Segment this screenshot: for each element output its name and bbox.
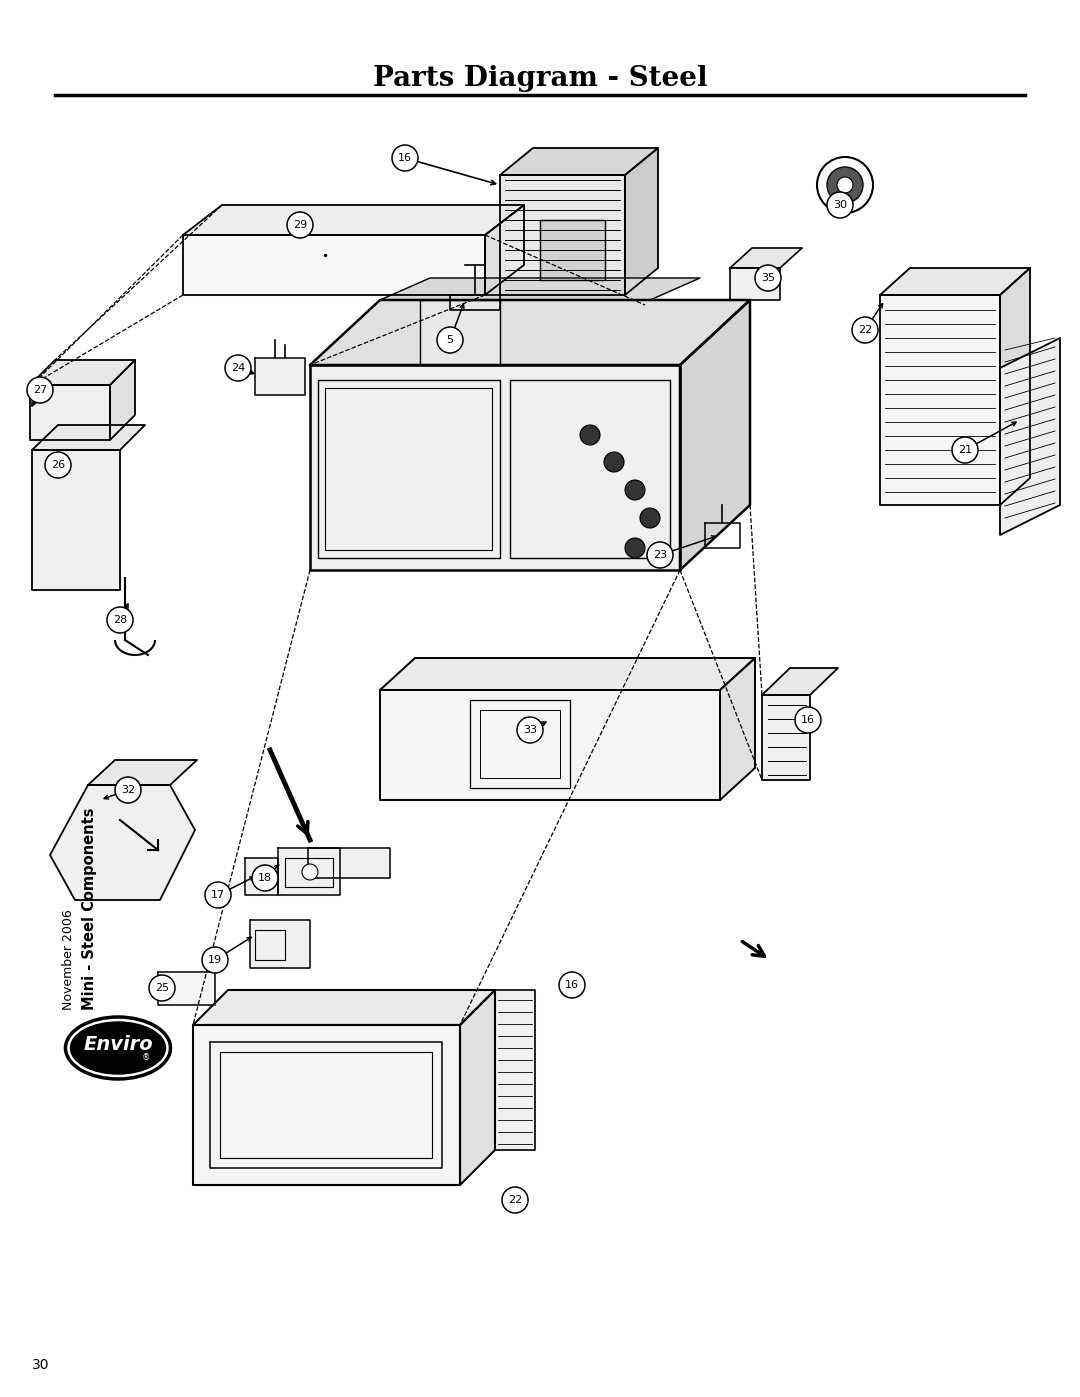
- Polygon shape: [30, 386, 110, 440]
- Polygon shape: [720, 658, 755, 800]
- Circle shape: [559, 972, 585, 997]
- Text: 16: 16: [801, 715, 815, 725]
- Text: 26: 26: [51, 460, 65, 469]
- Circle shape: [202, 947, 228, 972]
- Text: 23: 23: [653, 550, 667, 560]
- Text: 28: 28: [113, 615, 127, 624]
- Polygon shape: [308, 848, 390, 877]
- Text: 24: 24: [231, 363, 245, 373]
- Text: Enviro: Enviro: [83, 1035, 152, 1055]
- Text: 32: 32: [121, 785, 135, 795]
- Text: Mini - Steel Components: Mini - Steel Components: [82, 807, 97, 1010]
- Circle shape: [580, 425, 600, 446]
- Text: 16: 16: [399, 154, 411, 163]
- Circle shape: [816, 156, 873, 212]
- Polygon shape: [87, 760, 197, 785]
- Polygon shape: [880, 268, 1030, 295]
- Polygon shape: [183, 205, 524, 235]
- Polygon shape: [730, 249, 802, 268]
- Polygon shape: [380, 658, 755, 690]
- Ellipse shape: [66, 1017, 171, 1078]
- Circle shape: [837, 177, 853, 193]
- Text: 33: 33: [523, 725, 537, 735]
- Polygon shape: [730, 268, 780, 300]
- Polygon shape: [193, 1025, 460, 1185]
- Polygon shape: [310, 300, 750, 365]
- Polygon shape: [625, 148, 658, 295]
- Circle shape: [252, 865, 278, 891]
- Text: 17: 17: [211, 890, 225, 900]
- Polygon shape: [255, 358, 305, 395]
- Text: 16: 16: [565, 981, 579, 990]
- Circle shape: [287, 212, 313, 237]
- Circle shape: [625, 538, 645, 557]
- Circle shape: [302, 863, 318, 880]
- Text: 25: 25: [154, 983, 170, 993]
- Polygon shape: [245, 858, 278, 895]
- Text: 18: 18: [258, 873, 272, 883]
- Circle shape: [107, 608, 133, 633]
- Polygon shape: [30, 360, 135, 386]
- Polygon shape: [500, 175, 625, 295]
- Polygon shape: [380, 278, 700, 300]
- Circle shape: [604, 453, 624, 472]
- Text: 27: 27: [32, 386, 48, 395]
- Circle shape: [205, 882, 231, 908]
- Circle shape: [392, 145, 418, 170]
- Polygon shape: [278, 848, 340, 895]
- Text: ®: ®: [141, 1053, 150, 1063]
- Circle shape: [647, 542, 673, 569]
- Polygon shape: [420, 300, 500, 365]
- Text: 21: 21: [958, 446, 972, 455]
- Text: 22: 22: [858, 326, 873, 335]
- Polygon shape: [495, 990, 535, 1150]
- Text: Parts Diagram - Steel: Parts Diagram - Steel: [373, 64, 707, 91]
- Polygon shape: [540, 219, 605, 279]
- Polygon shape: [680, 300, 750, 570]
- Text: 19: 19: [208, 956, 222, 965]
- Polygon shape: [110, 360, 135, 440]
- Polygon shape: [485, 205, 524, 295]
- Circle shape: [951, 437, 978, 462]
- Polygon shape: [460, 990, 495, 1185]
- Polygon shape: [32, 450, 120, 590]
- Circle shape: [114, 777, 141, 803]
- Circle shape: [640, 509, 660, 528]
- Circle shape: [795, 707, 821, 733]
- Circle shape: [852, 317, 878, 344]
- Circle shape: [225, 355, 251, 381]
- Polygon shape: [762, 694, 810, 780]
- Circle shape: [502, 1187, 528, 1213]
- Polygon shape: [183, 235, 485, 295]
- Circle shape: [827, 168, 863, 203]
- Circle shape: [827, 191, 853, 218]
- Polygon shape: [310, 365, 680, 570]
- Text: 30: 30: [32, 1358, 50, 1372]
- Circle shape: [437, 327, 463, 353]
- Text: 29: 29: [293, 219, 307, 231]
- Text: 5: 5: [446, 335, 454, 345]
- Polygon shape: [880, 295, 1000, 504]
- Circle shape: [625, 481, 645, 500]
- Circle shape: [755, 265, 781, 291]
- Polygon shape: [32, 425, 145, 450]
- Text: 30: 30: [833, 200, 847, 210]
- Polygon shape: [500, 148, 658, 175]
- Polygon shape: [50, 785, 195, 900]
- Circle shape: [45, 453, 71, 478]
- Polygon shape: [1000, 268, 1030, 504]
- Circle shape: [149, 975, 175, 1002]
- Circle shape: [517, 717, 543, 743]
- Text: 35: 35: [761, 272, 775, 284]
- Polygon shape: [249, 921, 310, 968]
- Polygon shape: [158, 972, 215, 1004]
- Ellipse shape: [70, 1023, 165, 1074]
- Polygon shape: [1000, 338, 1059, 535]
- Polygon shape: [193, 990, 495, 1025]
- Polygon shape: [762, 668, 838, 694]
- Polygon shape: [380, 690, 720, 800]
- Text: 22: 22: [508, 1194, 522, 1206]
- Circle shape: [27, 377, 53, 402]
- Text: November 2006: November 2006: [62, 909, 75, 1010]
